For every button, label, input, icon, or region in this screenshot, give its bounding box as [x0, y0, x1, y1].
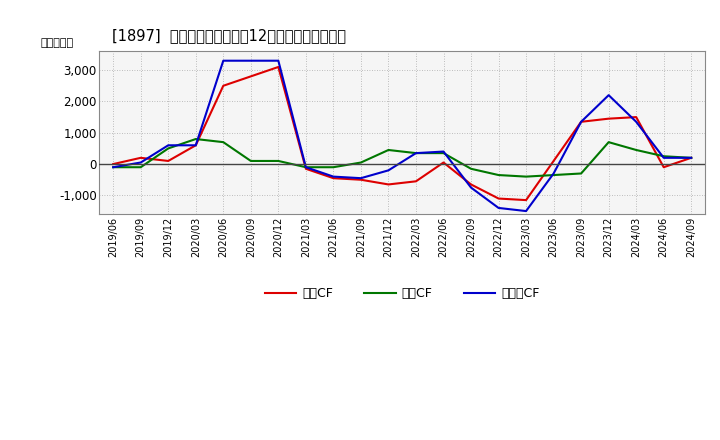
営業CF: [494, 196, 503, 201]
フリーCF: [302, 165, 310, 170]
投賃CF: [687, 155, 696, 161]
投賃CF: [109, 165, 117, 170]
営業CF: [384, 182, 393, 187]
フリーCF: [412, 150, 420, 156]
投賃CF: [136, 165, 145, 170]
フリーCF: [356, 176, 365, 181]
投賃CF: [246, 158, 255, 164]
営業CF: [192, 143, 200, 148]
投賃CF: [329, 165, 338, 170]
営業CF: [302, 166, 310, 172]
フリーCF: [577, 119, 585, 125]
営業CF: [356, 177, 365, 183]
投賃CF: [549, 172, 558, 178]
投賃CF: [604, 139, 613, 145]
Line: 営業CF: 営業CF: [113, 67, 691, 200]
営業CF: [577, 119, 585, 125]
フリーCF: [219, 58, 228, 63]
営業CF: [439, 160, 448, 165]
フリーCF: [246, 58, 255, 63]
営業CF: [136, 155, 145, 161]
営業CF: [549, 158, 558, 164]
営業CF: [109, 161, 117, 167]
フリーCF: [164, 143, 173, 148]
フリーCF: [274, 58, 283, 63]
フリーCF: [632, 119, 641, 125]
投賃CF: [192, 136, 200, 142]
フリーCF: [439, 149, 448, 154]
投賃CF: [522, 174, 531, 179]
投賃CF: [384, 147, 393, 153]
Y-axis label: （百万円）: （百万円）: [40, 38, 73, 48]
フリーCF: [329, 174, 338, 179]
投賃CF: [356, 160, 365, 165]
営業CF: [274, 64, 283, 70]
投賃CF: [577, 171, 585, 176]
投賃CF: [219, 139, 228, 145]
投賃CF: [439, 150, 448, 156]
フリーCF: [549, 171, 558, 176]
フリーCF: [109, 165, 117, 170]
営業CF: [632, 114, 641, 120]
フリーCF: [384, 168, 393, 173]
フリーCF: [660, 155, 668, 161]
Line: 投賃CF: 投賃CF: [113, 139, 691, 176]
営業CF: [687, 155, 696, 161]
フリーCF: [522, 209, 531, 214]
営業CF: [660, 165, 668, 170]
営業CF: [219, 83, 228, 88]
フリーCF: [687, 155, 696, 161]
営業CF: [246, 74, 255, 79]
投賃CF: [660, 154, 668, 159]
フリーCF: [494, 205, 503, 211]
Legend: 営業CF, 投賃CF, フリーCF: 営業CF, 投賃CF, フリーCF: [260, 282, 545, 305]
営業CF: [329, 176, 338, 181]
フリーCF: [192, 143, 200, 148]
投賃CF: [302, 165, 310, 170]
営業CF: [467, 182, 475, 187]
フリーCF: [467, 185, 475, 190]
投賃CF: [494, 172, 503, 178]
投賃CF: [274, 158, 283, 164]
営業CF: [522, 198, 531, 203]
営業CF: [604, 116, 613, 121]
投賃CF: [412, 150, 420, 156]
Text: [1897]  キャッシュフローの12か月移動合計の推移: [1897] キャッシュフローの12か月移動合計の推移: [112, 28, 346, 43]
Line: フリーCF: フリーCF: [113, 61, 691, 211]
投賃CF: [164, 146, 173, 151]
フリーCF: [604, 92, 613, 98]
投賃CF: [632, 147, 641, 153]
投賃CF: [467, 166, 475, 172]
フリーCF: [136, 160, 145, 165]
営業CF: [412, 179, 420, 184]
営業CF: [164, 158, 173, 164]
